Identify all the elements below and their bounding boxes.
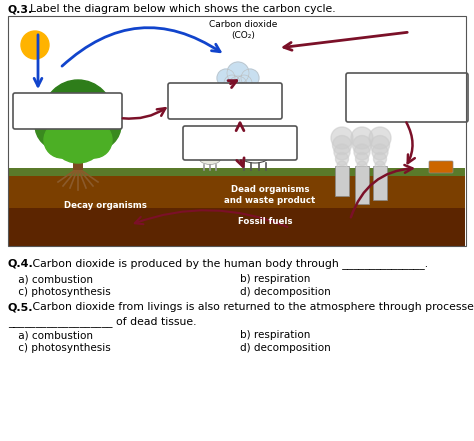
Text: ___________________ of dead tissue.: ___________________ of dead tissue. — [8, 316, 197, 327]
Circle shape — [331, 127, 353, 149]
Circle shape — [43, 80, 113, 150]
Circle shape — [369, 127, 391, 149]
Circle shape — [336, 153, 348, 165]
Circle shape — [216, 147, 228, 159]
Circle shape — [375, 161, 385, 171]
FancyBboxPatch shape — [346, 73, 468, 122]
Text: Q.4.: Q.4. — [8, 258, 34, 268]
FancyBboxPatch shape — [183, 126, 297, 160]
Ellipse shape — [240, 147, 270, 163]
Text: Q.3.: Q.3. — [8, 4, 33, 14]
Text: a) combustion: a) combustion — [15, 274, 93, 284]
Circle shape — [35, 100, 85, 150]
Circle shape — [50, 107, 106, 163]
Circle shape — [263, 143, 277, 157]
Circle shape — [351, 127, 373, 149]
Circle shape — [337, 161, 347, 171]
Circle shape — [334, 144, 350, 160]
Circle shape — [354, 144, 370, 160]
Text: Carbon dioxide
(CO₂): Carbon dioxide (CO₂) — [209, 20, 277, 40]
FancyBboxPatch shape — [168, 83, 282, 119]
Circle shape — [227, 62, 249, 84]
Circle shape — [217, 69, 235, 87]
Text: d) decomposition: d) decomposition — [240, 343, 331, 353]
Circle shape — [21, 31, 49, 59]
Bar — [73, 142, 83, 170]
Circle shape — [76, 122, 112, 158]
Circle shape — [71, 100, 121, 150]
Bar — [9, 170, 465, 246]
Circle shape — [371, 135, 390, 154]
FancyBboxPatch shape — [429, 161, 453, 173]
Circle shape — [372, 144, 388, 160]
Text: d) decomposition: d) decomposition — [240, 287, 331, 297]
FancyBboxPatch shape — [335, 166, 349, 196]
Circle shape — [332, 135, 352, 154]
Text: c) photosynthesis: c) photosynthesis — [15, 343, 111, 353]
Text: Label the diagram below which shows the carbon cycle.: Label the diagram below which shows the … — [30, 4, 336, 14]
Circle shape — [44, 122, 80, 158]
Circle shape — [357, 161, 367, 171]
FancyBboxPatch shape — [373, 166, 387, 200]
Text: a) combustion: a) combustion — [15, 330, 93, 340]
Text: Carbon dioxide is produced by the human body through _______________.: Carbon dioxide is produced by the human … — [29, 258, 428, 269]
Circle shape — [353, 135, 372, 154]
Text: b) respiration: b) respiration — [240, 274, 310, 284]
Circle shape — [356, 153, 368, 165]
Ellipse shape — [245, 148, 255, 156]
Bar — [8, 16, 466, 246]
Text: c) photosynthesis: c) photosynthesis — [15, 287, 111, 297]
FancyBboxPatch shape — [13, 93, 122, 129]
Circle shape — [374, 153, 386, 165]
FancyBboxPatch shape — [355, 166, 369, 204]
Bar — [9, 208, 465, 246]
Circle shape — [229, 76, 247, 94]
Bar — [9, 17, 465, 245]
Bar — [9, 168, 465, 176]
Text: Q.5.: Q.5. — [8, 302, 34, 312]
Text: Carbon dioxide from livings is also returned to the atmosphere through processes: Carbon dioxide from livings is also retu… — [29, 302, 474, 312]
Ellipse shape — [199, 152, 221, 164]
Text: Decay organisms: Decay organisms — [64, 201, 146, 209]
Circle shape — [241, 69, 259, 87]
Circle shape — [224, 75, 240, 91]
Text: Dead organisms
and waste product: Dead organisms and waste product — [224, 185, 316, 205]
Text: b) respiration: b) respiration — [240, 330, 310, 340]
Circle shape — [236, 75, 252, 91]
Text: Fossil fuels: Fossil fuels — [238, 217, 292, 227]
